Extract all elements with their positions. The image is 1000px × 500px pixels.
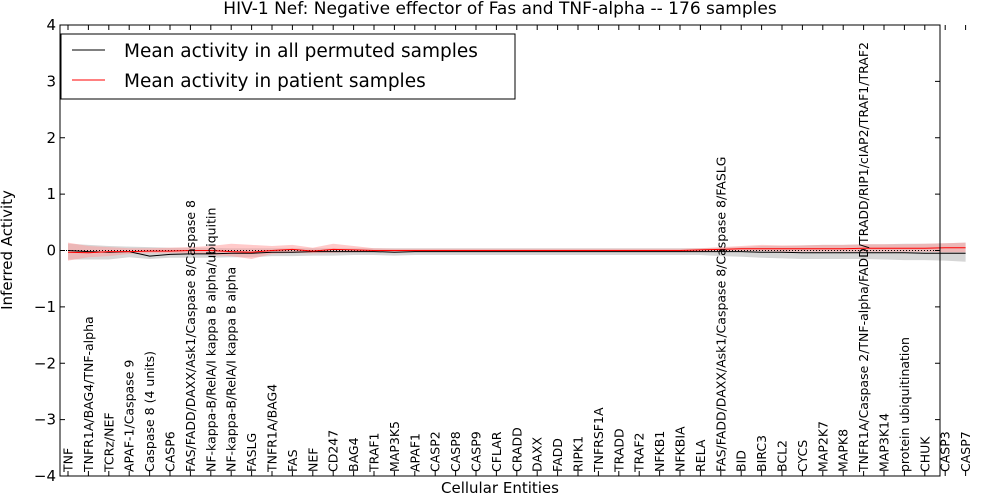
permuted-mean-line bbox=[67, 250, 966, 257]
x-tick-label: MAP3K5 bbox=[387, 421, 402, 472]
y-tick-label: 3 bbox=[46, 72, 56, 90]
x-tick-label: NF-kappa-B/RelA/I kappa B alpha bbox=[224, 267, 239, 472]
x-tick-label: CRADD bbox=[509, 427, 524, 472]
legend-label-patient: Mean activity in patient samples bbox=[124, 71, 426, 92]
x-tick-label: CFLAR bbox=[489, 431, 504, 472]
x-tick-label: NFKBIA bbox=[673, 426, 688, 472]
y-tick-label: 4 bbox=[46, 16, 56, 34]
x-axis-label: Cellular Entities bbox=[441, 479, 559, 497]
x-tick-label: APAF-1/Caspase 9 bbox=[122, 360, 137, 472]
y-tick-label: 0 bbox=[46, 242, 56, 260]
y-tick-label: −1 bbox=[34, 298, 56, 316]
x-tick-label: NFKB1 bbox=[652, 431, 667, 472]
x-tick-label: Caspase 8 (4 units) bbox=[142, 351, 157, 472]
x-tick-label: FAS/FADD/DAXX/Ask1/Caspase 8/Caspase 8 bbox=[183, 200, 198, 472]
x-tick-label: CHUK bbox=[917, 436, 932, 472]
legend: Mean activity in all permuted samples Me… bbox=[60, 33, 516, 100]
y-tick-label: −2 bbox=[34, 354, 56, 372]
x-tick-label: protein ubiquitination bbox=[897, 337, 912, 472]
x-tick-label: TRADD bbox=[611, 428, 626, 473]
x-tick-label: MAP2K7 bbox=[815, 421, 830, 472]
x-tick-label: FADD bbox=[550, 438, 565, 472]
x-tick-label: NEF bbox=[305, 448, 320, 472]
y-axis-label: Inferred Activity bbox=[0, 190, 16, 310]
x-tick-label: APAF1 bbox=[407, 433, 422, 472]
x-tick-label: FAS bbox=[285, 449, 300, 472]
x-tick-label: NF-kappa-B/RelA/I kappa B alpha/ubiquiti… bbox=[203, 208, 218, 472]
x-tick-label: TRAF2 bbox=[632, 432, 647, 473]
x-tick-label: CASP6 bbox=[163, 431, 178, 472]
x-tick-label: FAS/FADD/DAXX/Ask1/Caspase 8/Caspase 8/F… bbox=[713, 157, 728, 472]
x-tick-label: BCL2 bbox=[775, 440, 790, 472]
x-tick-label: TNFR1A/Caspase 2/TNF-alpha/FADD/TRADD/RI… bbox=[856, 42, 871, 473]
x-tick-label: TCRz/NEF bbox=[101, 412, 116, 473]
x-tick-label: CASP3 bbox=[938, 431, 953, 472]
y-tick-label: 1 bbox=[46, 185, 56, 203]
patient-mean-line bbox=[67, 247, 966, 254]
x-tick-label: CASP7 bbox=[958, 431, 973, 472]
x-tick-label: BID bbox=[734, 450, 749, 472]
x-tick-label: CASP2 bbox=[428, 431, 443, 472]
x-tick-label: MAP3K14 bbox=[877, 413, 892, 472]
x-tick-label: BAG4 bbox=[346, 437, 361, 472]
x-tick-label: BIRC3 bbox=[754, 435, 769, 472]
x-tick-label: RIPK1 bbox=[571, 436, 586, 472]
x-tick-label: CYCS bbox=[795, 440, 810, 472]
x-tick-label: TNFR1A/BAG4 bbox=[265, 384, 280, 473]
x-tick-label: TNFRSF1A bbox=[591, 407, 606, 473]
chart-title: HIV-1 Nef: Negative effector of Fas and … bbox=[223, 0, 777, 19]
x-tick-label: CASP9 bbox=[469, 431, 484, 472]
x-tick-label: MAPK8 bbox=[836, 429, 851, 472]
y-tick-label: 2 bbox=[46, 129, 56, 147]
x-tick-label: CASP8 bbox=[448, 431, 463, 472]
x-tick-label: RELA bbox=[693, 439, 708, 472]
x-tick-label: TRAF1 bbox=[367, 432, 382, 473]
y-tick-label: −3 bbox=[34, 411, 56, 429]
x-tick-label: FASLG bbox=[244, 433, 259, 472]
x-tick-label: TNF bbox=[61, 448, 76, 473]
x-tick-label: TNFR1A/BAG4/TNF-alpha bbox=[81, 316, 96, 473]
legend-label-permuted: Mean activity in all permuted samples bbox=[124, 41, 478, 62]
x-tick-label: DAXX bbox=[530, 436, 545, 472]
x-tick-label: CD247 bbox=[326, 430, 341, 472]
legend-box bbox=[60, 33, 516, 100]
y-tick-label: −4 bbox=[34, 467, 56, 485]
